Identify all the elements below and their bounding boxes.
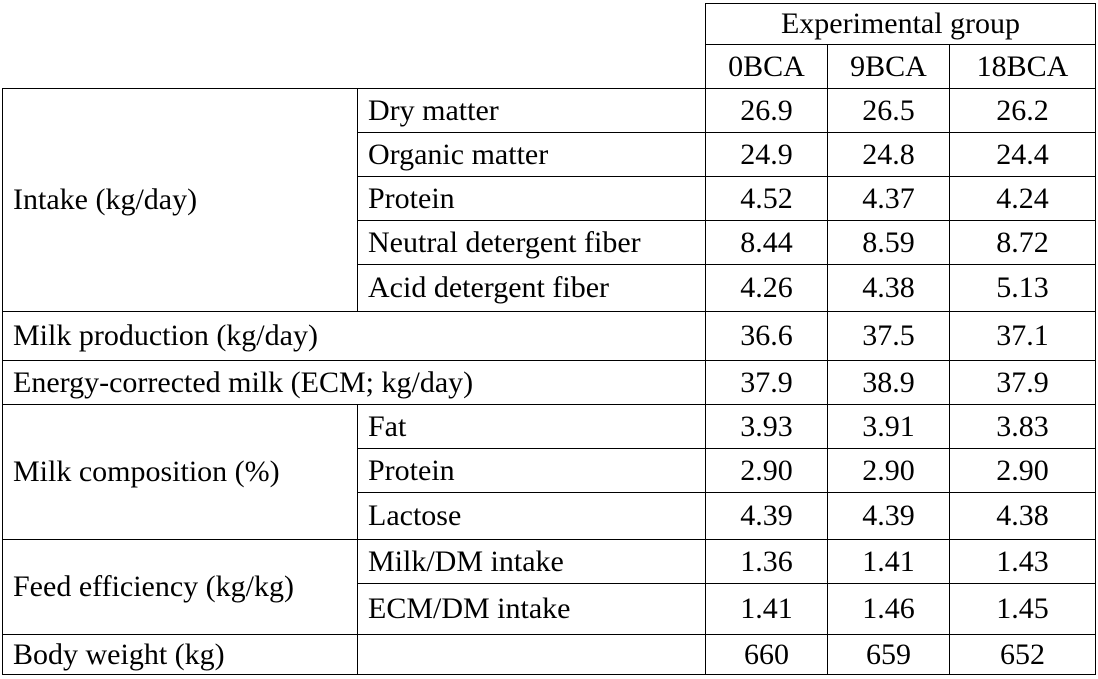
value-cell: 8.59 bbox=[827, 220, 950, 265]
row-category-body-weight: Body weight (kg) bbox=[2, 634, 358, 675]
value-cell: 8.72 bbox=[949, 220, 1096, 265]
row-item: Protein bbox=[357, 176, 706, 221]
value-cell: 660 bbox=[705, 634, 828, 675]
row-item: ECM/DM intake bbox=[357, 583, 706, 635]
value-cell: 37.9 bbox=[705, 360, 828, 405]
value-cell: 3.93 bbox=[705, 404, 828, 449]
value-cell: 26.5 bbox=[827, 88, 950, 133]
results-table: Experimental group 0BCA 9BCA 18BCA Intak… bbox=[2, 3, 1096, 675]
row-category-milk-composition: Milk composition (%) bbox=[2, 404, 358, 540]
table-row: Energy-corrected milk (ECM; kg/day) 37.9… bbox=[2, 360, 1096, 405]
value-cell: 652 bbox=[949, 634, 1096, 675]
row-category-milk-production: Milk production (kg/day) bbox=[2, 311, 706, 361]
value-cell: 4.39 bbox=[705, 492, 828, 540]
value-cell: 2.90 bbox=[705, 448, 828, 493]
table-row: Protein 2.90 2.90 2.90 bbox=[3, 448, 1096, 493]
row-category-intake: Intake (kg/day) bbox=[2, 88, 358, 312]
value-cell: 3.83 bbox=[949, 404, 1096, 449]
value-cell: 4.37 bbox=[827, 176, 950, 221]
table-row: Milk composition (%) Fat 3.93 3.91 3.83 bbox=[2, 404, 1096, 540]
value-cell: 37.5 bbox=[827, 311, 950, 361]
value-cell: 4.38 bbox=[827, 264, 950, 312]
row-item: Dry matter bbox=[357, 88, 706, 133]
column-header-18bca: 18BCA bbox=[949, 44, 1096, 89]
table-row: Feed efficiency (kg/kg) Milk/DM intake 1… bbox=[2, 539, 1096, 635]
header-blank-cell bbox=[2, 3, 706, 89]
row-item: Neutral detergent fiber bbox=[357, 220, 706, 265]
value-cell: 4.52 bbox=[705, 176, 828, 221]
value-cell: 2.90 bbox=[827, 448, 950, 493]
table-row: Acid detergent fiber 4.26 4.38 5.13 bbox=[3, 264, 1096, 312]
row-item: Acid detergent fiber bbox=[357, 264, 706, 312]
header-row-group: Experimental group bbox=[2, 3, 1096, 89]
value-cell: 1.41 bbox=[705, 583, 828, 635]
group-header: Experimental group bbox=[705, 3, 1096, 45]
value-cell: 37.9 bbox=[949, 360, 1096, 405]
value-cell: 26.9 bbox=[705, 88, 828, 133]
table-row: Neutral detergent fiber 8.44 8.59 8.72 bbox=[3, 220, 1096, 265]
value-cell: 4.39 bbox=[827, 492, 950, 540]
value-cell: 1.41 bbox=[827, 539, 950, 584]
row-item: Milk/DM intake bbox=[357, 539, 706, 584]
value-cell: 3.91 bbox=[827, 404, 950, 449]
value-cell: 4.26 bbox=[705, 264, 828, 312]
value-cell: 8.44 bbox=[705, 220, 828, 265]
value-cell: 24.4 bbox=[949, 132, 1096, 177]
table-row: Protein 4.52 4.37 4.24 bbox=[3, 176, 1096, 221]
row-item: Protein bbox=[357, 448, 706, 493]
row-item: Lactose bbox=[357, 492, 706, 540]
value-cell: 38.9 bbox=[827, 360, 950, 405]
value-cell: 4.24 bbox=[949, 176, 1096, 221]
value-cell: 24.9 bbox=[705, 132, 828, 177]
row-category-feed-efficiency: Feed efficiency (kg/kg) bbox=[2, 539, 358, 635]
header-row-columns: 0BCA 9BCA 18BCA bbox=[3, 44, 1096, 89]
value-cell: 24.8 bbox=[827, 132, 950, 177]
column-header-9bca: 9BCA bbox=[827, 44, 950, 89]
value-cell: 5.13 bbox=[949, 264, 1096, 312]
table-row: Body weight (kg) 660 659 652 bbox=[2, 634, 1096, 675]
value-cell: 36.6 bbox=[705, 311, 828, 361]
value-cell: 4.38 bbox=[949, 492, 1096, 540]
table-row: Intake (kg/day) Dry matter 26.9 26.5 26.… bbox=[2, 88, 1096, 312]
row-item bbox=[357, 634, 706, 675]
value-cell: 1.46 bbox=[827, 583, 950, 635]
value-cell: 1.45 bbox=[949, 583, 1096, 635]
value-cell: 37.1 bbox=[949, 311, 1096, 361]
column-header-0bca: 0BCA bbox=[705, 44, 828, 89]
table-row: Lactose 4.39 4.39 4.38 bbox=[3, 492, 1096, 540]
value-cell: 2.90 bbox=[949, 448, 1096, 493]
row-item: Organic matter bbox=[357, 132, 706, 177]
row-category-ecm: Energy-corrected milk (ECM; kg/day) bbox=[2, 360, 706, 405]
table-row: Milk production (kg/day) 36.6 37.5 37.1 bbox=[2, 311, 1096, 361]
value-cell: 26.2 bbox=[949, 88, 1096, 133]
value-cell: 1.36 bbox=[705, 539, 828, 584]
value-cell: 659 bbox=[827, 634, 950, 675]
value-cell: 1.43 bbox=[949, 539, 1096, 584]
row-item: Fat bbox=[357, 404, 706, 449]
